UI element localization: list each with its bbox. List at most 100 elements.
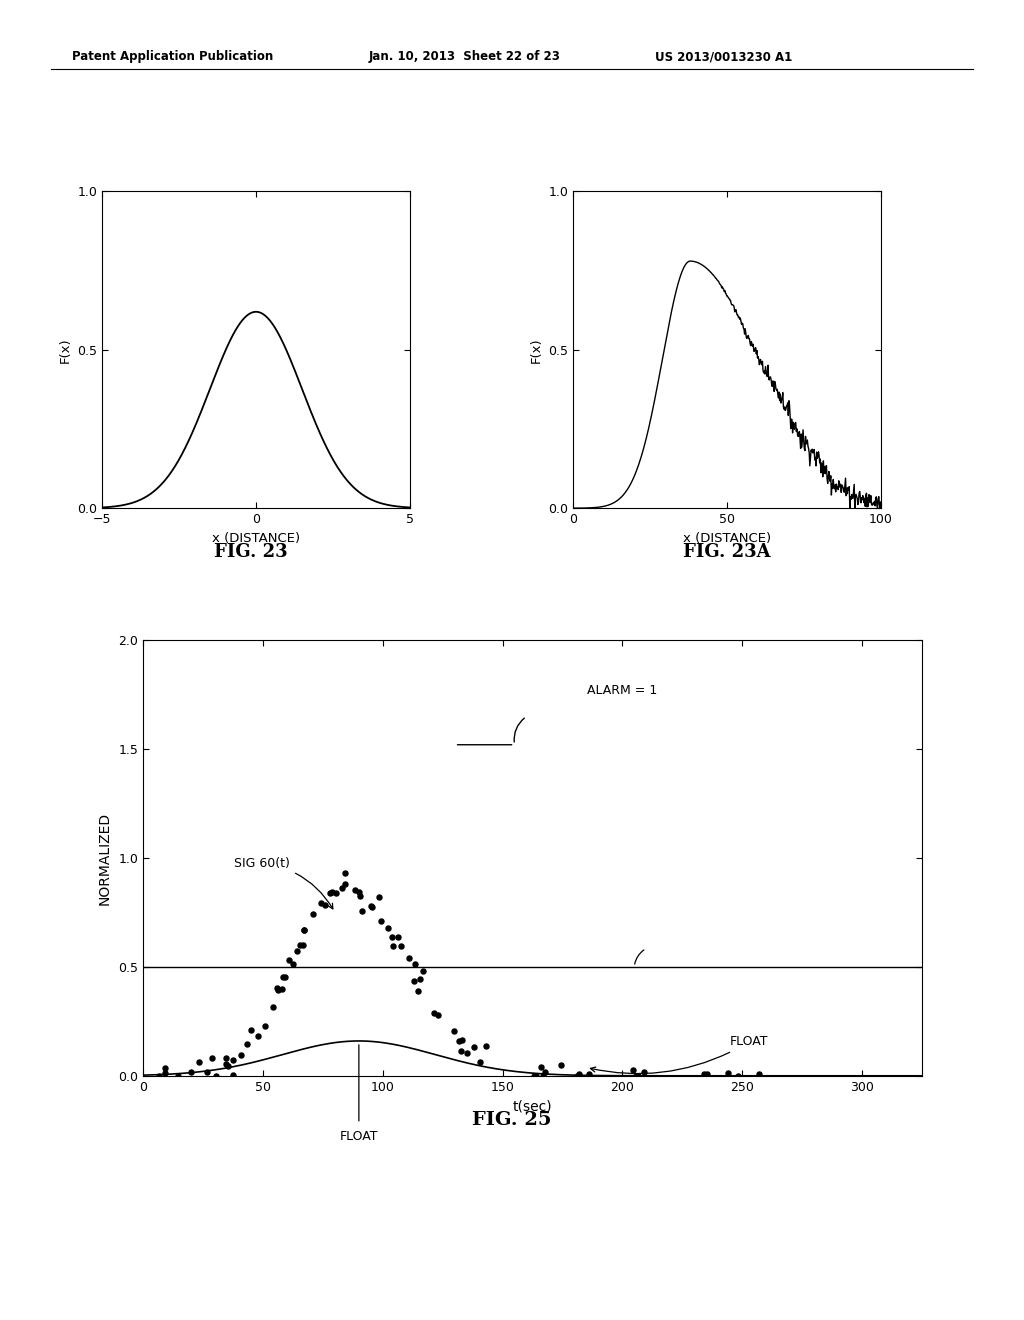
Point bbox=[454, 1030, 470, 1051]
Text: US 2013/0013230 A1: US 2013/0013230 A1 bbox=[655, 50, 793, 63]
Point bbox=[426, 1002, 442, 1023]
Point bbox=[696, 1063, 713, 1084]
Point bbox=[373, 909, 389, 931]
Point bbox=[410, 981, 426, 1002]
Point bbox=[628, 1065, 644, 1086]
Point bbox=[354, 900, 371, 921]
Point bbox=[581, 1063, 597, 1084]
Point bbox=[393, 935, 410, 956]
Point bbox=[571, 1064, 588, 1085]
Y-axis label: NORMALIZED: NORMALIZED bbox=[97, 812, 112, 904]
Point bbox=[429, 1005, 445, 1026]
Point bbox=[384, 927, 400, 948]
Point bbox=[526, 1065, 543, 1086]
Point bbox=[183, 1061, 200, 1082]
Point bbox=[364, 896, 380, 917]
Point bbox=[699, 1064, 716, 1085]
Point bbox=[380, 917, 396, 939]
Point bbox=[415, 961, 431, 982]
X-axis label: x (DISTANCE): x (DISTANCE) bbox=[683, 532, 771, 545]
Point bbox=[157, 1057, 173, 1078]
Point bbox=[322, 883, 338, 904]
Point bbox=[296, 919, 312, 940]
Point bbox=[528, 1065, 545, 1086]
Point bbox=[295, 935, 311, 956]
Point bbox=[346, 879, 362, 900]
Point bbox=[304, 904, 321, 925]
Point bbox=[625, 1059, 641, 1080]
Point bbox=[384, 936, 400, 957]
Text: FIG. 25: FIG. 25 bbox=[472, 1110, 552, 1129]
Point bbox=[190, 1051, 207, 1072]
Text: FLOAT: FLOAT bbox=[340, 1130, 378, 1143]
Point bbox=[239, 1034, 255, 1055]
Point bbox=[250, 1026, 266, 1047]
Point bbox=[334, 876, 350, 898]
Point bbox=[362, 895, 379, 916]
Point bbox=[285, 954, 301, 975]
Y-axis label: F(x): F(x) bbox=[59, 337, 72, 363]
Point bbox=[243, 1019, 259, 1040]
Point bbox=[451, 1030, 467, 1051]
Point bbox=[536, 1065, 552, 1086]
Point bbox=[532, 1057, 549, 1078]
Point bbox=[218, 1048, 234, 1069]
Point bbox=[232, 1044, 249, 1065]
Point bbox=[720, 1063, 736, 1084]
Point bbox=[477, 1036, 494, 1057]
Point bbox=[312, 892, 329, 913]
Point bbox=[281, 949, 297, 970]
Point bbox=[472, 1051, 488, 1072]
Point bbox=[296, 919, 312, 940]
Point bbox=[273, 978, 290, 999]
Point bbox=[292, 935, 308, 956]
Point bbox=[413, 969, 429, 990]
Point bbox=[751, 1064, 767, 1085]
Point bbox=[151, 1065, 167, 1086]
X-axis label: t(sec): t(sec) bbox=[513, 1100, 552, 1113]
Text: FLOAT: FLOAT bbox=[591, 1035, 769, 1073]
Point bbox=[275, 966, 292, 987]
Point bbox=[459, 1043, 475, 1064]
Point bbox=[352, 884, 369, 906]
Point bbox=[337, 874, 353, 895]
Text: SIG 60(t): SIG 60(t) bbox=[234, 857, 333, 909]
Point bbox=[466, 1036, 482, 1057]
Text: Patent Application Publication: Patent Application Publication bbox=[72, 50, 273, 63]
Point bbox=[636, 1061, 652, 1082]
Point bbox=[225, 1064, 242, 1085]
Point bbox=[337, 862, 353, 883]
Point bbox=[270, 979, 287, 1001]
Point bbox=[537, 1061, 553, 1082]
Text: FIG. 23A: FIG. 23A bbox=[683, 543, 771, 561]
Point bbox=[289, 941, 305, 962]
Point bbox=[199, 1061, 215, 1082]
Point bbox=[269, 977, 286, 998]
Point bbox=[630, 1065, 646, 1086]
Point bbox=[157, 1063, 173, 1084]
Point bbox=[407, 970, 423, 991]
Point bbox=[324, 880, 340, 902]
Y-axis label: F(x): F(x) bbox=[530, 337, 543, 363]
Point bbox=[317, 895, 334, 916]
Point bbox=[265, 997, 282, 1018]
Point bbox=[220, 1055, 237, 1076]
Point bbox=[170, 1065, 186, 1086]
Text: ALARM = 1: ALARM = 1 bbox=[587, 684, 657, 697]
Point bbox=[553, 1055, 569, 1076]
Point bbox=[390, 927, 407, 948]
Point bbox=[446, 1020, 463, 1041]
Text: FIG. 23: FIG. 23 bbox=[214, 543, 288, 561]
X-axis label: x (DISTANCE): x (DISTANCE) bbox=[212, 532, 300, 545]
Point bbox=[400, 948, 417, 969]
Point bbox=[204, 1048, 220, 1069]
Point bbox=[453, 1040, 469, 1061]
Point bbox=[371, 886, 387, 907]
Point bbox=[208, 1065, 224, 1086]
Point bbox=[730, 1065, 746, 1086]
Point bbox=[257, 1015, 273, 1036]
Point bbox=[350, 882, 367, 903]
Point bbox=[328, 882, 344, 903]
Point bbox=[276, 966, 293, 987]
Point bbox=[407, 953, 423, 974]
